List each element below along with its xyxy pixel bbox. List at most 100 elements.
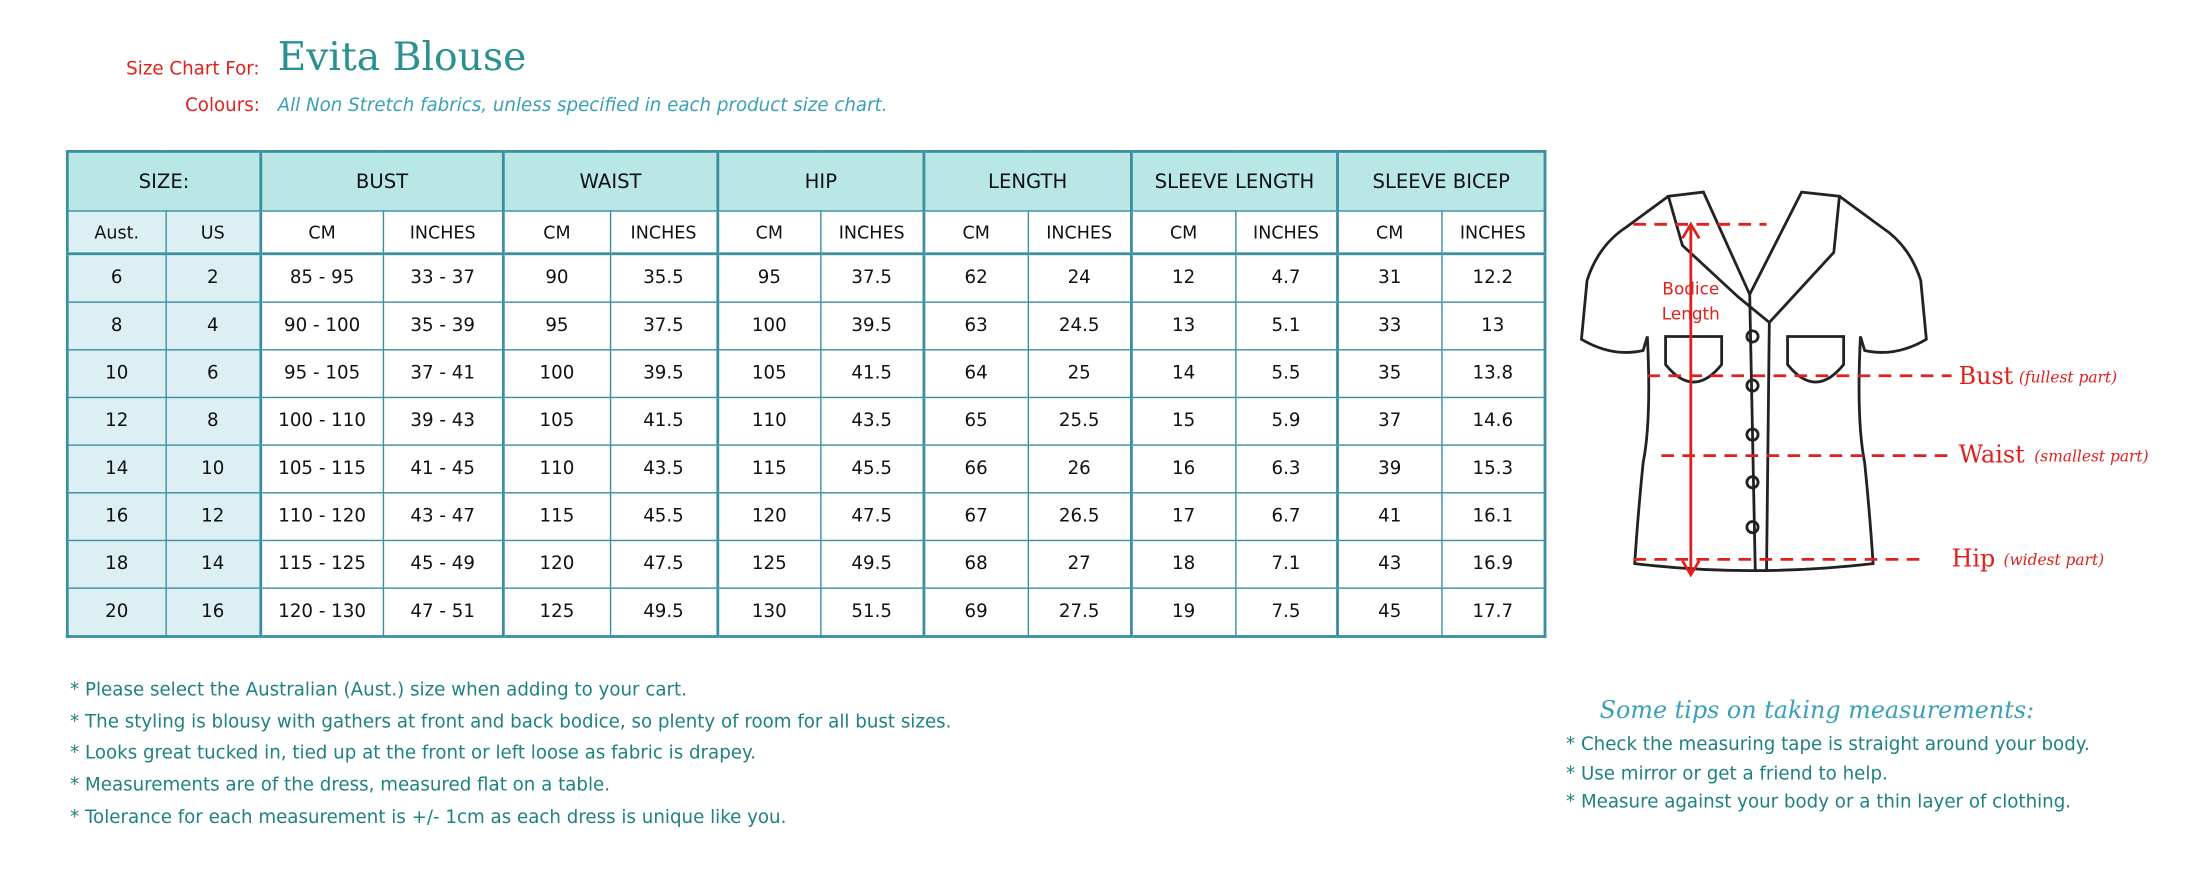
group-header: BUST [259, 150, 505, 212]
cell: 110 [716, 396, 821, 446]
cell: 95 - 105 [259, 349, 384, 399]
cell: 17 [1130, 492, 1236, 542]
sub-header: CM [501, 210, 611, 256]
cell: 37 [1336, 396, 1442, 446]
cell: 35 - 39 [382, 301, 505, 351]
cell: 4 [164, 301, 262, 351]
colours: All Non Stretch fabrics, unless specifie… [277, 95, 888, 117]
cell: 64 [922, 349, 1029, 399]
cell: 43.5 [609, 444, 719, 494]
cell: 27 [1026, 539, 1133, 589]
cell: 115 [716, 444, 821, 494]
size-row: 10 6 95 - 105 37 - 41 100 39.5 105 41.5 64 25 14 5.… [66, 349, 1546, 399]
cell: 39 - 43 [382, 396, 505, 446]
cell: 16.1 [1440, 492, 1546, 542]
cell: 105 [501, 396, 611, 446]
cell: 12 [1130, 253, 1236, 303]
cell: 45 [1336, 587, 1442, 638]
cell: 110 [501, 444, 611, 494]
cell: 8 [164, 396, 262, 446]
cell: 120 - 130 [259, 587, 384, 638]
arrow-heads [1681, 221, 1701, 578]
cell: 37.5 [819, 253, 925, 303]
group-header: SIZE: [66, 150, 262, 212]
cell: 15 [1130, 396, 1236, 446]
cell: 10 [164, 444, 262, 494]
cell: 41.5 [819, 349, 925, 399]
group-header: SLEEVE LENGTH [1130, 150, 1339, 212]
sub-header: CM [1336, 210, 1442, 256]
cell: 17.7 [1440, 587, 1546, 638]
hip-label: Hip [1952, 544, 1996, 572]
cell: 2 [164, 253, 262, 303]
cell: 47.5 [819, 492, 925, 542]
measure-lines [1633, 222, 1952, 561]
hip-note: (widest part) [2003, 551, 2104, 569]
sub-header: INCHES [1026, 210, 1133, 256]
cell: 51.5 [819, 587, 925, 638]
cell: 33 [1336, 301, 1442, 351]
cell: 130 [716, 587, 821, 638]
cell: 95 [501, 301, 611, 351]
cell: 16 [164, 587, 262, 638]
sub-header: INCHES [1440, 210, 1546, 256]
group-header: HIP [716, 150, 925, 212]
cell: 6.3 [1234, 444, 1339, 494]
size-row: 12 8 100 - 110 39 - 43 105 41.5 110 43.5 65 25.5 1… [66, 396, 1546, 446]
note: * The styling is blousy with gathers at … [70, 711, 952, 733]
cell: 120 [716, 492, 821, 542]
cell: 14 [164, 539, 262, 589]
bodice-label: Bodice [1662, 278, 1719, 298]
cell: 90 - 100 [259, 301, 384, 351]
size-table: SIZE: BUST WAIST HIP LENGTH SLEEVE LENGTH SLEE… [65, 150, 1547, 638]
waist-label: Waist [1959, 441, 2025, 469]
sub-header-row: Aust. US CM INCHES CM INCHES CM INCHES CM INCHES C… [66, 210, 1546, 256]
cell: 68 [922, 539, 1029, 589]
note: * Looks great tucked in, tied up at the … [70, 743, 757, 765]
bodice-label: Length [1662, 304, 1720, 324]
cell: 35.5 [609, 253, 719, 303]
cell: 69 [922, 587, 1029, 638]
sub-header: US [164, 210, 262, 256]
cell: 43 [1336, 539, 1442, 589]
cell: 12 [66, 396, 167, 446]
cell: 10 [66, 349, 167, 399]
cell: 31 [1336, 253, 1442, 303]
cell: 43.5 [819, 396, 925, 446]
sub-header: CM [922, 210, 1029, 256]
blouse [1579, 190, 1928, 573]
cell: 67 [922, 492, 1029, 542]
tip: * Use mirror or get a friend to help. [1566, 763, 1888, 785]
tips-title: Some tips on taking measurements: [1599, 696, 2035, 725]
cell: 120 [501, 539, 611, 589]
cell: 35 [1336, 349, 1442, 399]
cell: 41 - 45 [382, 444, 505, 494]
size-row: 18 14 115 - 125 45 - 49 120 47.5 125 49.5 68 27 18… [66, 539, 1546, 589]
cell: 39.5 [819, 301, 925, 351]
cell: 6.7 [1234, 492, 1339, 542]
cell: 45.5 [609, 492, 719, 542]
size-row: 14 10 105 - 115 41 - 45 110 43.5 115 45.5 66 26 16… [66, 444, 1546, 494]
cell: 27.5 [1026, 587, 1133, 638]
size-row: 20 16 120 - 130 47 - 51 125 49.5 130 51.5 69 27.5… [66, 587, 1546, 638]
cell: 37.5 [609, 301, 719, 351]
sub-header: INCHES [609, 210, 719, 256]
cell: 66 [922, 444, 1029, 494]
cell: 20 [66, 587, 167, 638]
cell: 41 [1336, 492, 1442, 542]
note: * Measurements are of the dress, measure… [70, 775, 611, 797]
cell: 5.9 [1234, 396, 1339, 446]
tip: * Measure against your body or a thin la… [1566, 792, 2072, 814]
sub-header: Aust. [66, 210, 167, 256]
group-header: WAIST [501, 150, 719, 212]
group-header: SLEEVE BICEP [1336, 150, 1546, 212]
cell: 7.5 [1234, 587, 1339, 638]
cell: 14 [66, 444, 167, 494]
cell: 18 [66, 539, 167, 589]
colours-label: Colours: [185, 95, 260, 117]
bust-note: (fullest part) [2019, 369, 2117, 387]
cell: 45 - 49 [382, 539, 505, 589]
cell: 26.5 [1026, 492, 1133, 542]
